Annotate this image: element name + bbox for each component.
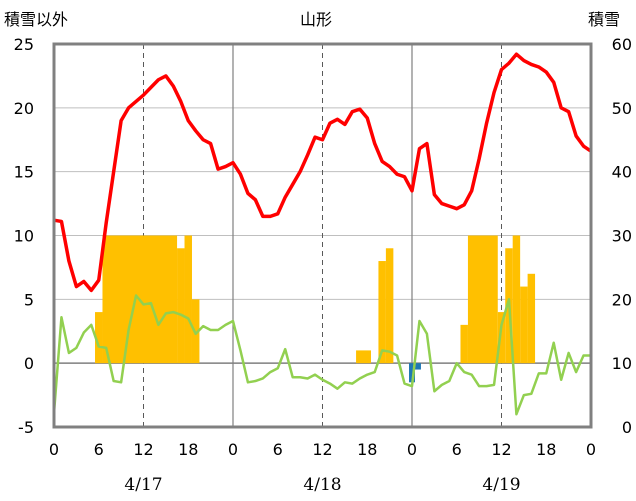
series-line-1 <box>53 52 592 293</box>
x-tick-label: 12 <box>491 440 511 459</box>
x-tick-label: 12 <box>133 440 153 459</box>
snow-bar <box>467 235 498 364</box>
x-tick-label: 0 <box>586 440 596 459</box>
snow-bar <box>520 286 528 364</box>
snow-bar <box>378 261 386 364</box>
x-tick-label: 6 <box>452 440 462 459</box>
right-tick-label: 20 <box>612 290 632 309</box>
snow-bar <box>385 248 394 364</box>
date-label: 4/18 <box>303 475 341 495</box>
x-tick-label: 0 <box>407 440 417 459</box>
date-label: 4/17 <box>124 475 162 495</box>
snow-bars <box>95 235 536 383</box>
snow-bar <box>527 273 536 364</box>
x-tick-label: 0 <box>228 440 238 459</box>
x-tick-label: 6 <box>273 440 283 459</box>
x-tick-label: 18 <box>178 440 198 459</box>
right-axis-label: 積雪 <box>588 10 621 29</box>
left-tick-label: 0 <box>24 354 34 373</box>
date-label: 4/19 <box>482 475 520 495</box>
x-tick-label: 6 <box>94 440 104 459</box>
right-tick-label: 10 <box>612 354 632 373</box>
chart-title: 山形 <box>300 10 333 29</box>
right-tick-label: 0 <box>622 418 632 437</box>
snow-bar <box>460 324 468 364</box>
x-tick-label: 18 <box>357 440 377 459</box>
tick-labels: -5 0 5 10 15 20 25 0 10 20 30 40 50 60 0 6 12 18 0 6 12 18 0 6 1… <box>14 35 632 495</box>
snow-bar <box>512 235 521 364</box>
snow-bar <box>95 312 103 364</box>
right-tick-label: 30 <box>612 227 632 246</box>
plot-border <box>52 42 593 429</box>
negative-bar <box>414 363 421 370</box>
snow-bar <box>184 235 192 364</box>
plot-frame <box>52 42 593 429</box>
left-tick-label: 25 <box>14 35 34 54</box>
x-tick-label: 18 <box>536 440 556 459</box>
right-tick-label: 40 <box>612 163 632 182</box>
snow-bar <box>356 350 371 364</box>
series-line-2 <box>52 294 591 416</box>
snow-bar <box>497 312 506 364</box>
right-tick-label: 50 <box>612 99 632 118</box>
snow-bar <box>177 248 185 364</box>
x-tick-label: 0 <box>49 440 59 459</box>
left-tick-label: 5 <box>24 290 34 309</box>
negative-bar <box>409 363 415 383</box>
left-tick-label: 20 <box>14 99 34 118</box>
left-tick-label: -5 <box>18 418 34 437</box>
right-tick-label: 60 <box>612 35 632 54</box>
left-tick-label: 10 <box>14 227 34 246</box>
left-axis-label: 積雪以外 <box>4 10 69 29</box>
left-tick-label: 15 <box>14 163 34 182</box>
x-tick-label: 12 <box>312 440 332 459</box>
